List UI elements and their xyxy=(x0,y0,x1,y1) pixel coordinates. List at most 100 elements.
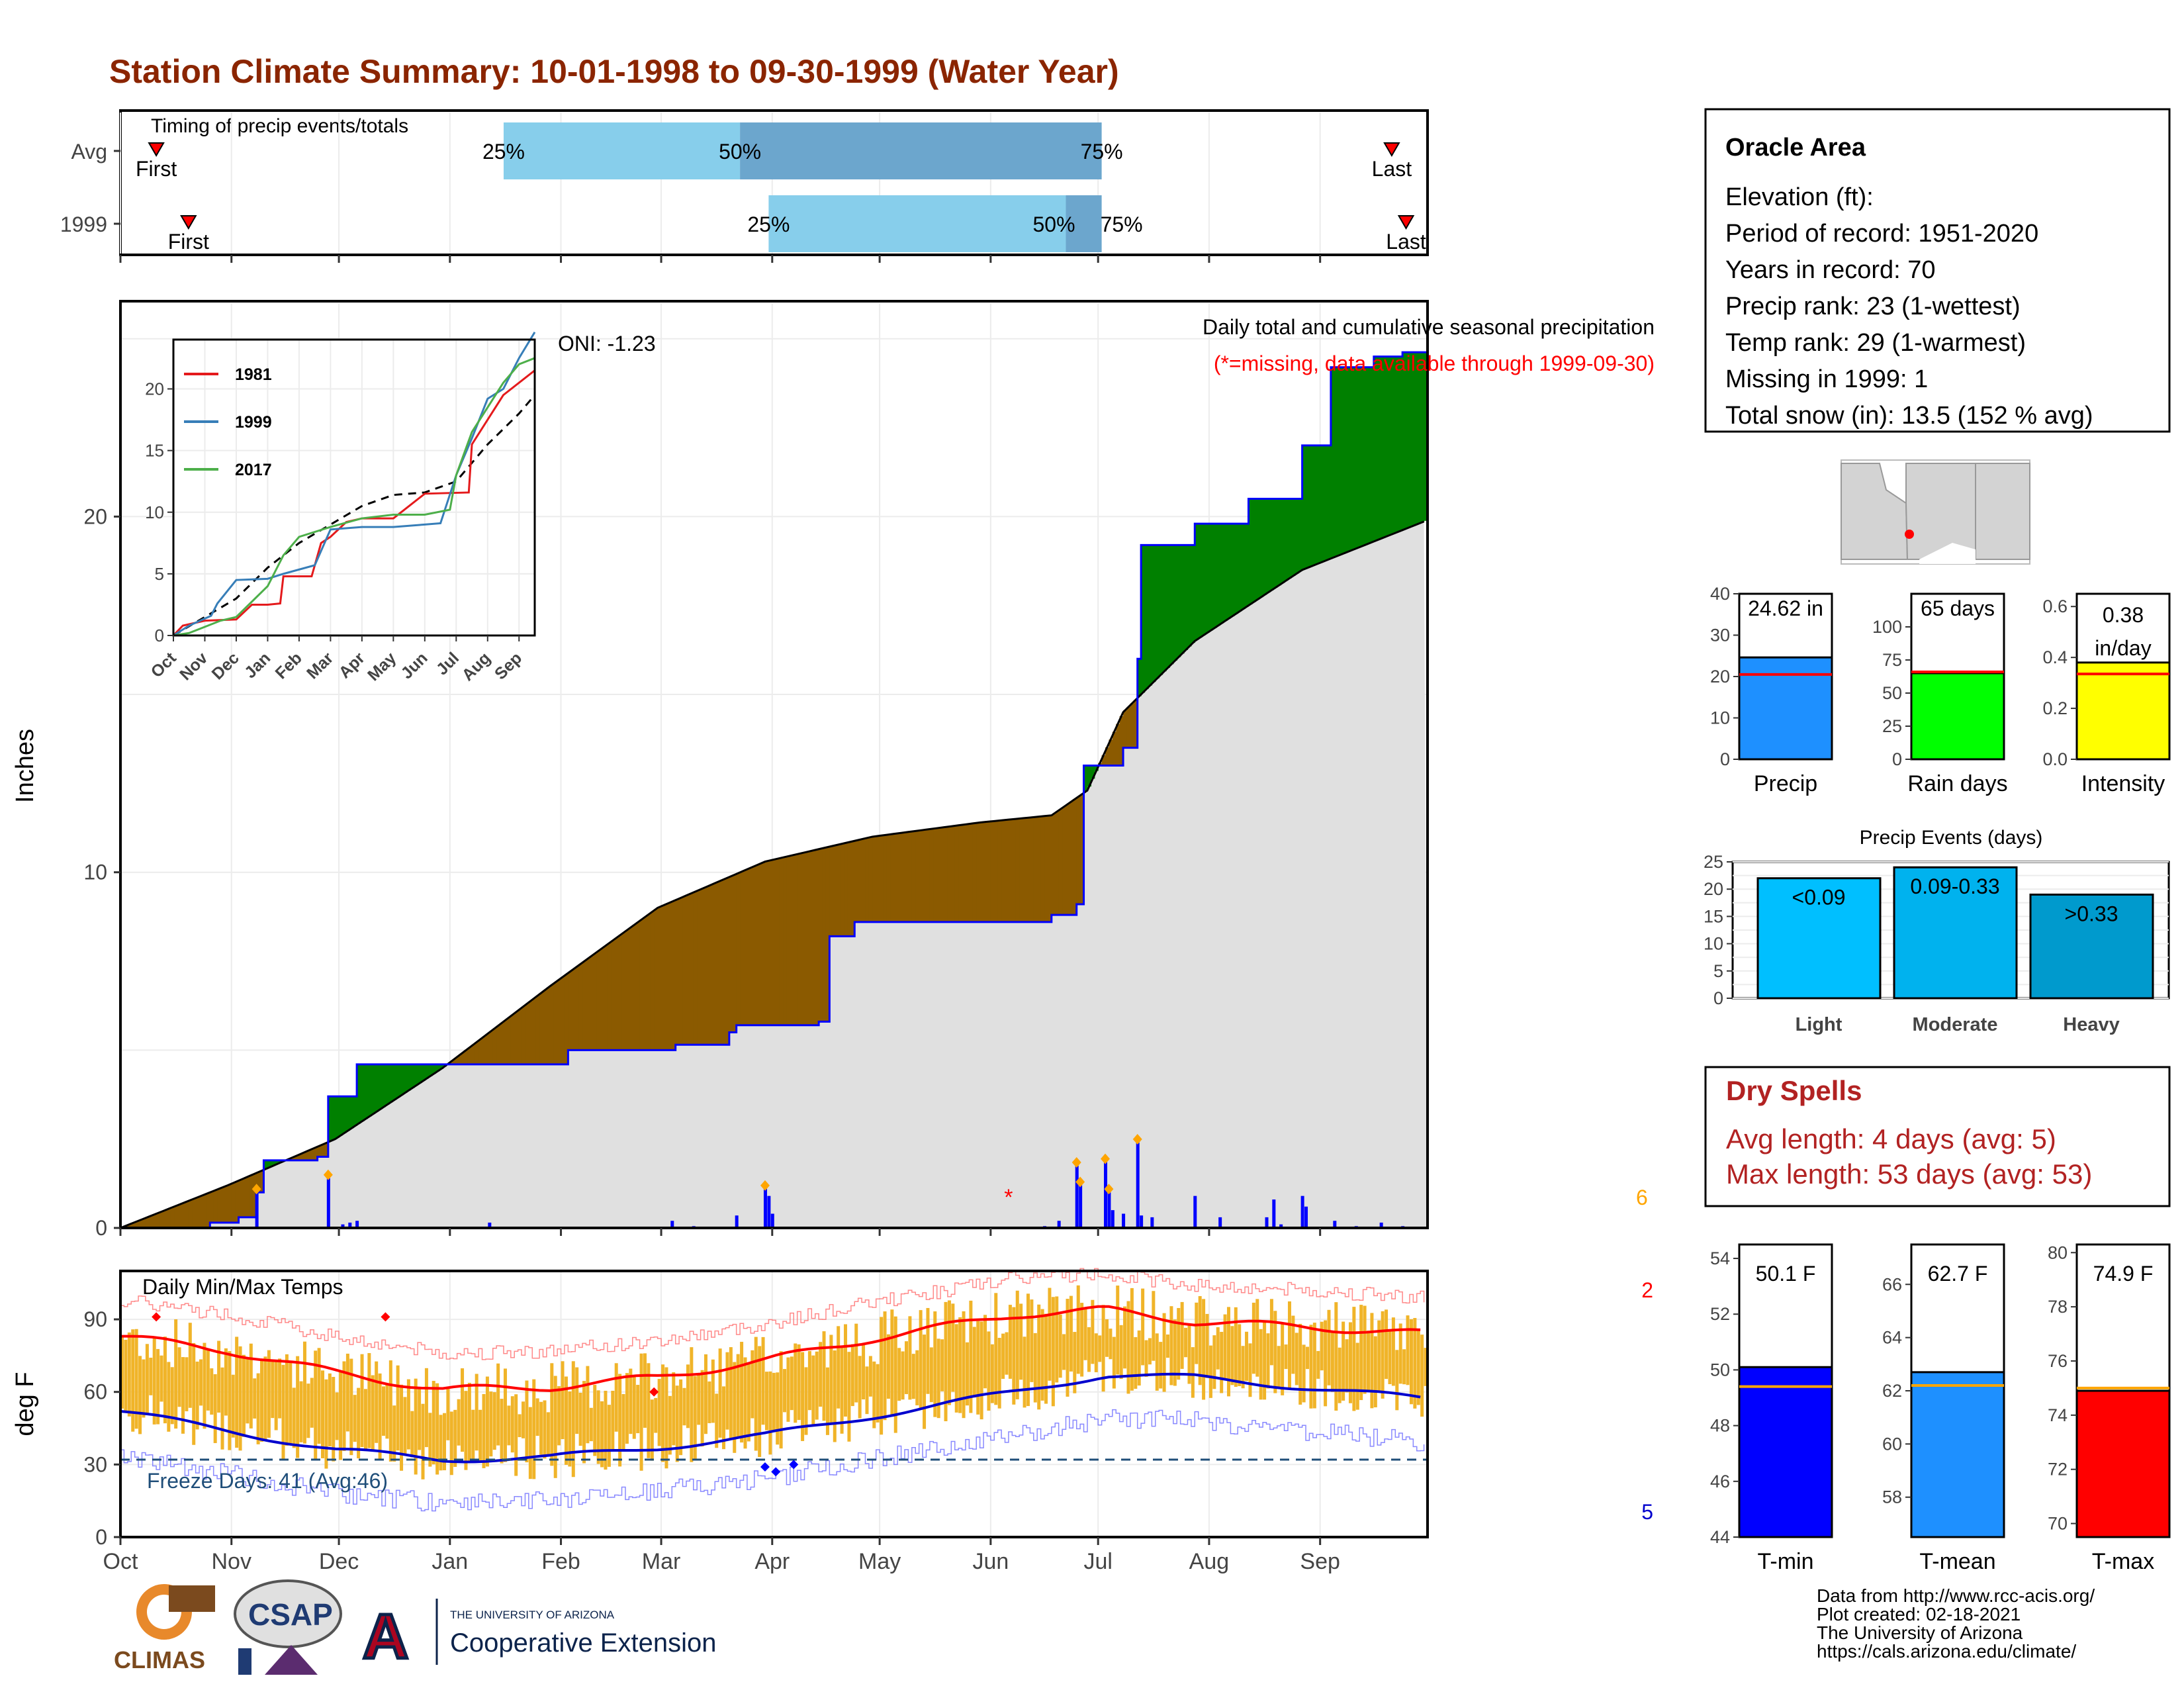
timing-title: Timing of precip events/totals xyxy=(151,115,408,137)
daily-temp-bar xyxy=(1208,1345,1212,1398)
temp-bar-ytick-label: 74 xyxy=(2048,1405,2068,1425)
deficit-area xyxy=(905,832,909,922)
deficit-area xyxy=(876,835,880,922)
daily-temp-bar xyxy=(1420,1335,1424,1417)
deficit-area xyxy=(203,1194,207,1228)
daily-temp-bar xyxy=(865,1366,869,1415)
daily-temp-bar xyxy=(1051,1297,1055,1407)
deficit-area xyxy=(127,1224,132,1228)
daily-temp-bar xyxy=(414,1378,418,1475)
deficit-area xyxy=(522,1006,526,1064)
daily-temp-bar xyxy=(854,1323,858,1403)
daily-temp-bar xyxy=(1069,1295,1073,1372)
deficit-area xyxy=(908,831,913,922)
temp-bar-tmin xyxy=(1738,1366,1833,1538)
deficit-area xyxy=(174,1205,179,1228)
daily-temp-bar xyxy=(797,1344,801,1421)
surplus-area xyxy=(1388,356,1392,536)
timing-q25-label: 25% xyxy=(747,212,790,236)
events-ytick-label: 15 xyxy=(1704,906,1723,926)
surplus-area xyxy=(1177,545,1181,657)
events-ytick-label: 5 xyxy=(1713,961,1723,981)
surplus-area xyxy=(375,1064,379,1112)
first-event-label: First xyxy=(168,230,209,254)
daily-temp-bar xyxy=(607,1405,611,1467)
surplus-area xyxy=(1367,367,1371,544)
deficit-area xyxy=(965,823,970,922)
month-label: Jul xyxy=(1083,1549,1112,1574)
first-event-marker xyxy=(180,215,197,230)
events-bar-light xyxy=(1756,877,1882,1000)
heavy-event-marker xyxy=(1071,1156,1081,1168)
inset-legend-label: 1999 xyxy=(235,413,272,432)
ua-logo: A THE UNIVERSITY OF ARIZONA Cooperative … xyxy=(361,1599,716,1674)
daily-temp-bar xyxy=(1359,1305,1363,1401)
deficit-area xyxy=(725,878,730,1045)
temp-ytick-label: 90 xyxy=(83,1307,107,1331)
daily-temp-bar xyxy=(1177,1307,1181,1380)
credit-line: Plot created: 02-18-2021 xyxy=(1817,1604,2021,1624)
inset-ytick-label: 10 xyxy=(145,502,164,522)
daily-temp-bar xyxy=(675,1385,679,1462)
deficit-area xyxy=(604,945,608,1051)
daily-temp-bar xyxy=(1205,1313,1209,1378)
deficit-area xyxy=(890,834,895,922)
deficit-area xyxy=(797,853,801,1025)
deficit-area xyxy=(478,1039,483,1064)
mini-bar-ytick-label: 75 xyxy=(1882,650,1902,670)
daily-temp-bar xyxy=(987,1331,991,1411)
temp-bar-ytick-label: 46 xyxy=(1710,1472,1730,1491)
daily-temp-bar xyxy=(1012,1307,1016,1405)
precip-heading: Daily total and cumulative seasonal prec… xyxy=(1203,315,1655,339)
daily-temp-bar xyxy=(392,1405,396,1462)
daily-temp-bar xyxy=(893,1316,897,1433)
deficit-area xyxy=(299,1153,304,1160)
daily-temp-bar xyxy=(532,1379,536,1479)
daily-temp-bar xyxy=(1055,1296,1059,1383)
daily-temp-bar xyxy=(1173,1319,1177,1386)
daily-temp-bar xyxy=(571,1361,575,1477)
surplus-area xyxy=(349,1096,354,1129)
page-title: Station Climate Summary: 10-01-1998 to 0… xyxy=(109,53,1119,90)
deficit-area xyxy=(758,864,762,1025)
deficit-area xyxy=(840,843,844,937)
daily-temp-bar xyxy=(1269,1299,1273,1366)
daily-temp-bar xyxy=(833,1350,837,1442)
surplus-area xyxy=(1413,352,1418,526)
surplus-area xyxy=(363,1064,368,1119)
missing-note: (*=missing, data available through 1999-… xyxy=(1214,352,1655,375)
daily-precip-bar xyxy=(341,1224,345,1228)
deficit-area xyxy=(1055,812,1060,915)
daily-temp-bar xyxy=(807,1350,811,1411)
events-bin-label: >0.33 xyxy=(2065,902,2118,925)
deficit-area xyxy=(743,870,748,1025)
deficit-area xyxy=(700,888,705,1045)
deficit-area xyxy=(1026,818,1030,922)
deficit-area xyxy=(1119,716,1124,766)
daily-temp-bar xyxy=(1048,1288,1052,1381)
deficit-area xyxy=(1134,700,1138,748)
deficit-area xyxy=(672,900,676,1051)
surplus-area xyxy=(1248,498,1253,604)
inset-series-1999 xyxy=(173,332,536,637)
deficit-area xyxy=(561,976,565,1064)
surplus-area xyxy=(410,1064,415,1088)
deficit-area xyxy=(693,891,698,1045)
daily-temp-bar xyxy=(1026,1293,1030,1407)
dry-spells-box: Dry Spells Avg length: 4 days (avg: 5) M… xyxy=(1704,1066,2171,1207)
mini-bar-label: Precip xyxy=(1754,771,1817,796)
surplus-area xyxy=(1212,524,1217,628)
deficit-area xyxy=(167,1208,171,1228)
daily-precip-bar xyxy=(355,1221,359,1228)
deficit-area xyxy=(972,823,977,922)
daily-temp-bar xyxy=(779,1351,783,1449)
daily-temp-bar xyxy=(1348,1322,1352,1403)
daily-temp-bar xyxy=(604,1390,608,1470)
surplus-area xyxy=(439,1064,443,1070)
daily-temp-bar xyxy=(525,1380,529,1463)
precip-ytick-label: 20 xyxy=(83,504,107,528)
surplus-area xyxy=(1342,367,1346,554)
deficit-area xyxy=(822,847,827,1022)
daily-temp-bar xyxy=(890,1309,894,1417)
deficit-area xyxy=(733,874,737,1033)
